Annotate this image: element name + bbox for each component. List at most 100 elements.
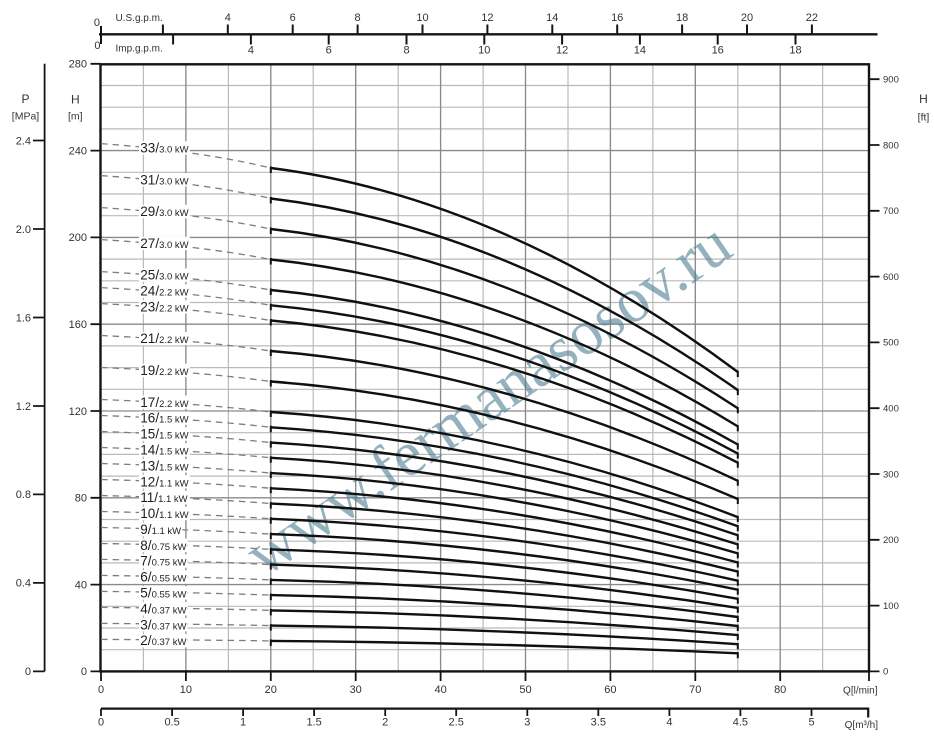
- svg-text:23/2.2 kW: 23/2.2 kW: [140, 300, 188, 315]
- svg-text:300: 300: [883, 469, 899, 480]
- svg-text:1.5: 1.5: [306, 717, 321, 729]
- svg-text:160: 160: [69, 319, 87, 331]
- svg-text:22: 22: [806, 12, 818, 24]
- svg-text:21/2.2 kW: 21/2.2 kW: [140, 331, 188, 346]
- svg-text:H: H: [919, 92, 928, 106]
- svg-text:0: 0: [883, 667, 888, 678]
- svg-text:31/3.0 kW: 31/3.0 kW: [140, 172, 188, 187]
- svg-text:4: 4: [248, 45, 254, 57]
- svg-text:Imp.g.p.m.: Imp.g.p.m.: [116, 44, 163, 55]
- svg-text:33/3.0 kW: 33/3.0 kW: [140, 141, 188, 156]
- svg-text:7/0.75 kW: 7/0.75 kW: [140, 554, 186, 569]
- svg-text:Q[l/min]: Q[l/min]: [843, 686, 878, 697]
- svg-text:10: 10: [478, 45, 490, 57]
- svg-text:100: 100: [883, 601, 899, 612]
- svg-text:0.4: 0.4: [16, 578, 31, 590]
- svg-text:12: 12: [481, 12, 493, 24]
- svg-text:10/1.1 kW: 10/1.1 kW: [140, 506, 188, 521]
- svg-text:120: 120: [69, 406, 87, 418]
- svg-text:8/0.75 kW: 8/0.75 kW: [140, 538, 186, 553]
- svg-text:27/3.0 kW: 27/3.0 kW: [140, 236, 188, 251]
- svg-text:30: 30: [350, 684, 362, 696]
- svg-text:8: 8: [355, 12, 361, 24]
- svg-text:16: 16: [712, 45, 724, 57]
- svg-text:500: 500: [883, 338, 899, 349]
- svg-text:280: 280: [69, 59, 87, 71]
- svg-text:14: 14: [546, 12, 558, 24]
- svg-text:0: 0: [25, 666, 31, 678]
- svg-text:240: 240: [69, 145, 87, 157]
- svg-text:16/1.5 kW: 16/1.5 kW: [140, 411, 188, 426]
- svg-text:0.5: 0.5: [164, 717, 179, 729]
- svg-text:5: 5: [808, 717, 814, 729]
- svg-text:25/3.0 kW: 25/3.0 kW: [140, 268, 188, 283]
- svg-text:2: 2: [382, 717, 388, 729]
- svg-text:10: 10: [416, 12, 428, 24]
- svg-text:20: 20: [265, 684, 277, 696]
- svg-text:13/1.5 kW: 13/1.5 kW: [140, 458, 188, 473]
- svg-text:11/1.1 kW: 11/1.1 kW: [140, 490, 187, 505]
- svg-text:14/1.5 kW: 14/1.5 kW: [140, 443, 188, 458]
- svg-text:29/3.0 kW: 29/3.0 kW: [140, 204, 188, 219]
- svg-text:900: 900: [883, 75, 899, 86]
- svg-text:H: H: [71, 92, 80, 106]
- svg-text:8: 8: [403, 45, 409, 57]
- svg-text:1: 1: [240, 717, 246, 729]
- svg-text:80: 80: [75, 493, 87, 505]
- svg-text:1.2: 1.2: [16, 401, 31, 413]
- svg-text:15/1.5 kW: 15/1.5 kW: [140, 427, 188, 442]
- svg-text:6: 6: [326, 45, 332, 57]
- svg-text:0: 0: [94, 17, 100, 29]
- svg-text:24/2.2 kW: 24/2.2 kW: [140, 284, 188, 299]
- svg-text:3/0.37 kW: 3/0.37 kW: [140, 617, 186, 632]
- svg-text:0: 0: [94, 40, 100, 52]
- svg-text:6: 6: [290, 12, 296, 24]
- svg-text:200: 200: [69, 232, 87, 244]
- svg-text:9/1.1 kW: 9/1.1 kW: [140, 522, 181, 537]
- svg-text:14: 14: [634, 45, 646, 57]
- svg-text:3.5: 3.5: [591, 717, 606, 729]
- svg-text:2.5: 2.5: [449, 717, 464, 729]
- svg-text:700: 700: [883, 206, 899, 217]
- svg-text:5/0.55 kW: 5/0.55 kW: [140, 586, 186, 601]
- svg-text:Q[m³/h]: Q[m³/h]: [845, 720, 879, 731]
- svg-text:12: 12: [556, 45, 568, 57]
- svg-text:80: 80: [774, 684, 786, 696]
- svg-text:4: 4: [666, 717, 672, 729]
- svg-text:U.S.g.p.m.: U.S.g.p.m.: [116, 13, 163, 24]
- svg-text:2.0: 2.0: [16, 224, 31, 236]
- svg-text:800: 800: [883, 140, 899, 151]
- svg-text:3: 3: [524, 717, 530, 729]
- svg-text:600: 600: [883, 272, 899, 283]
- svg-text:40: 40: [434, 684, 446, 696]
- svg-text:18: 18: [676, 12, 688, 24]
- svg-text:19/2.2 kW: 19/2.2 kW: [140, 363, 188, 378]
- svg-text:0: 0: [81, 666, 87, 678]
- svg-text:[m]: [m]: [68, 110, 83, 122]
- svg-text:60: 60: [604, 684, 616, 696]
- svg-text:6/0.55 kW: 6/0.55 kW: [140, 570, 186, 585]
- svg-text:[MPa]: [MPa]: [12, 111, 40, 123]
- svg-text:70: 70: [689, 684, 701, 696]
- svg-text:0: 0: [98, 717, 104, 729]
- svg-text:2.4: 2.4: [16, 135, 31, 147]
- svg-text:50: 50: [519, 684, 531, 696]
- svg-text:0.8: 0.8: [16, 489, 31, 501]
- svg-text:18: 18: [789, 45, 801, 57]
- svg-text:200: 200: [883, 535, 899, 546]
- svg-text:40: 40: [75, 579, 87, 591]
- svg-text:1.6: 1.6: [16, 312, 31, 324]
- svg-text:2/0.37 kW: 2/0.37 kW: [140, 633, 186, 648]
- svg-text:10: 10: [180, 684, 192, 696]
- svg-text:0: 0: [98, 684, 104, 696]
- svg-text:400: 400: [883, 404, 899, 415]
- svg-text:4: 4: [225, 12, 231, 24]
- svg-text:4.5: 4.5: [733, 717, 748, 729]
- svg-text:P: P: [21, 92, 29, 106]
- svg-text:20: 20: [741, 12, 753, 24]
- svg-text:12/1.1 kW: 12/1.1 kW: [140, 474, 188, 489]
- svg-text:17/2.2 kW: 17/2.2 kW: [140, 395, 188, 410]
- svg-text:4/0.37 kW: 4/0.37 kW: [140, 601, 186, 616]
- svg-text:16: 16: [611, 12, 623, 24]
- svg-text:[ft]: [ft]: [918, 112, 930, 124]
